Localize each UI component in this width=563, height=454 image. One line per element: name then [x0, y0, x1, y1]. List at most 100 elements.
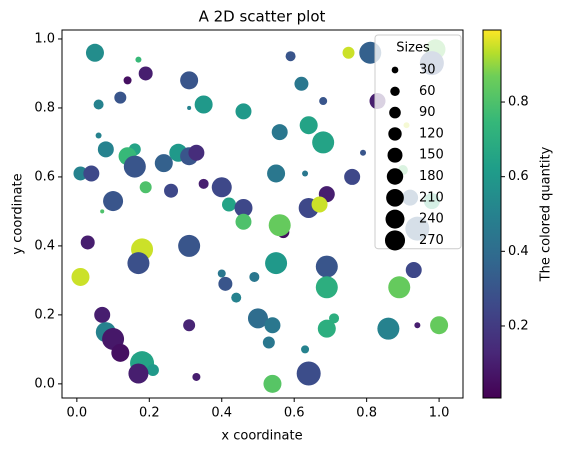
scatter-point	[198, 178, 209, 189]
x-tick-label: 0.8	[356, 406, 377, 421]
scatter-point	[267, 164, 286, 183]
scatter-point	[312, 131, 335, 154]
scatter-point	[360, 149, 367, 156]
x-tick-label: 0.6	[284, 406, 305, 421]
scatter-point	[188, 144, 205, 161]
colorbar-tick-label: 0.8	[508, 95, 529, 110]
scatter-point	[268, 214, 291, 237]
scatter-point	[247, 308, 268, 329]
scatter-point	[97, 141, 114, 158]
legend-marker	[386, 168, 404, 185]
legend-label: 60	[419, 84, 436, 99]
legend-marker	[387, 147, 403, 163]
colorbar-tick-label: 0.6	[508, 169, 529, 184]
scatter-point	[342, 46, 355, 59]
scatter-point	[319, 97, 328, 106]
scatter-point	[311, 196, 328, 213]
scatter-point	[315, 255, 338, 278]
scatter-point	[128, 363, 149, 384]
scatter-point	[377, 317, 400, 340]
scatter-point	[85, 43, 104, 62]
scatter-point	[294, 76, 309, 91]
scatter-point	[71, 267, 90, 286]
scatter-point	[302, 170, 309, 177]
legend-marker	[391, 66, 399, 74]
scatter-point	[211, 177, 232, 198]
x-tick-label: 0.0	[67, 406, 88, 421]
scatter-point	[234, 198, 253, 217]
scatter-point	[301, 345, 310, 354]
y-tick-label: 0.8	[34, 100, 55, 115]
scatter-point	[100, 209, 105, 214]
scatter-point	[183, 319, 196, 332]
scatter-point	[249, 271, 260, 282]
scatter-point	[388, 276, 411, 299]
scatter-point	[135, 56, 142, 63]
points	[71, 39, 449, 393]
legend-marker	[384, 230, 406, 251]
legend-label: 180	[419, 169, 444, 184]
chart-title: A 2D scatter plot	[199, 8, 326, 26]
scatter-point	[264, 317, 281, 334]
colorbar-tick-label: 0.4	[508, 244, 529, 259]
legend-label: 240	[419, 212, 444, 227]
y-tick-label: 0.6	[34, 169, 55, 184]
y-tick-label: 0.2	[34, 307, 55, 322]
legend-label: 210	[419, 190, 444, 205]
scatter-point	[405, 262, 422, 279]
scatter-point	[180, 71, 199, 90]
y-tick-label: 0.0	[34, 376, 55, 391]
legend-marker	[388, 127, 402, 141]
scatter-point	[94, 306, 111, 323]
scatter-point	[93, 99, 104, 110]
scatter-point	[344, 168, 361, 185]
scatter-point	[285, 51, 296, 62]
legend-label: 120	[419, 126, 444, 141]
y-axis-label: y coordinate	[11, 173, 26, 254]
x-tick-label: 0.2	[139, 406, 160, 421]
scatter-point	[235, 213, 252, 230]
scatter-point	[178, 234, 201, 257]
x-tick-label: 0.4	[211, 406, 232, 421]
scatter-point	[218, 276, 233, 291]
scatter-point	[414, 322, 421, 329]
scatter-point	[430, 316, 449, 335]
scatter-point	[231, 292, 242, 303]
scatter-point	[217, 269, 226, 278]
scatter-point	[139, 181, 152, 194]
legend-marker	[390, 86, 400, 97]
colorbar-tick-label: 0.2	[508, 318, 529, 333]
legend-marker	[389, 106, 401, 119]
legend-marker	[386, 188, 404, 207]
scatter-point	[103, 191, 124, 212]
scatter-point	[123, 76, 132, 85]
scatter-point	[263, 374, 282, 393]
axes-frame	[61, 29, 464, 399]
scatter-point	[265, 252, 288, 275]
colorbar-label: The colored quantity	[539, 146, 554, 282]
scatter-point	[95, 132, 102, 139]
scatter-point	[83, 165, 100, 182]
scatter-point	[317, 319, 336, 338]
scatter-point	[146, 364, 159, 377]
scatter-point	[123, 155, 146, 178]
scatter-point	[73, 166, 88, 181]
legend-label: 30	[419, 63, 436, 78]
scatter-point	[262, 336, 275, 349]
y-tick-label: 0.4	[34, 238, 55, 253]
scatter-point	[154, 154, 173, 173]
x-tick-label: 1.0	[429, 406, 450, 421]
legend-label: 150	[419, 148, 444, 163]
scatter-point	[111, 343, 130, 362]
x-axis-label: x coordinate	[221, 429, 302, 444]
scatter-point	[114, 91, 127, 104]
scatter-point	[315, 276, 338, 299]
scatter-point	[329, 313, 340, 324]
scatter-point	[299, 116, 318, 135]
scatter-point	[221, 197, 236, 212]
scatter-point	[127, 252, 150, 275]
y-tick-label: 1.0	[34, 31, 55, 46]
scatter-point	[194, 95, 213, 114]
scatter-point	[296, 361, 321, 386]
